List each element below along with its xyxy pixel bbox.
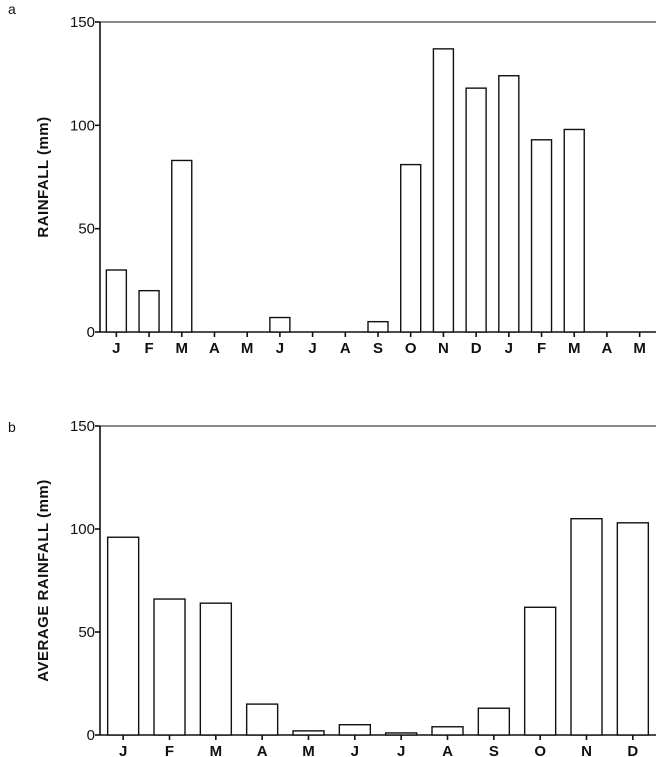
- x-tick-label: J: [505, 340, 513, 357]
- y-tick-label: 50: [78, 221, 95, 238]
- y-axis-label: AVERAGE RAINFALL (mm): [35, 479, 52, 681]
- x-tick-label: J: [119, 743, 127, 757]
- bar: [570, 518, 603, 736]
- y-tick-label: 150: [70, 418, 95, 435]
- x-tick-label: S: [489, 743, 499, 757]
- x-tick-label: J: [351, 743, 359, 757]
- x-tick-label: A: [209, 340, 220, 357]
- x-tick-label: D: [471, 340, 482, 357]
- x-tick-label: M: [568, 340, 581, 357]
- bar: [431, 726, 464, 736]
- x-tick-label: F: [537, 340, 546, 357]
- x-tick-label: A: [602, 340, 613, 357]
- y-tick-label: 100: [70, 521, 95, 538]
- bar: [153, 598, 186, 736]
- bar: [477, 707, 511, 736]
- bar: [105, 269, 128, 333]
- bar: [530, 139, 553, 333]
- y-axis-label: RAINFALL (mm): [35, 116, 52, 237]
- y-tick-label: 0: [87, 324, 95, 341]
- chart-panel-b: b 0 50 100 150 AVERAGE RAINFALL (mm) J F M A M J J A S…: [8, 418, 656, 757]
- x-tick-label: N: [438, 340, 449, 357]
- y-tick-label: 100: [70, 117, 95, 134]
- x-tick-label: A: [340, 340, 351, 357]
- panel-label: a: [8, 1, 16, 17]
- bar: [616, 522, 650, 736]
- bar: [138, 289, 160, 333]
- bar: [338, 724, 372, 736]
- x-tick-label: J: [112, 340, 120, 357]
- x-tick-label: S: [373, 340, 383, 357]
- bar: [432, 48, 455, 333]
- bar: [384, 732, 418, 736]
- x-tick-label: J: [308, 340, 316, 357]
- chart-panel-a: a 0 50 100 150 RAINFALL (mm) J F M A M J J A S O N D J F M A M: [8, 1, 656, 357]
- y-tick-label: 50: [78, 624, 95, 641]
- x-tick-label: O: [534, 743, 546, 757]
- x-tick-label: F: [144, 340, 153, 357]
- bar: [106, 536, 140, 736]
- x-tick-label: F: [165, 743, 174, 757]
- bar: [292, 730, 325, 736]
- bar: [171, 159, 193, 333]
- bar: [269, 316, 291, 333]
- x-tick-label: N: [581, 743, 592, 757]
- bar: [465, 87, 487, 333]
- x-tick-label: M: [241, 340, 254, 357]
- bar: [400, 163, 422, 333]
- x-tick-label: A: [257, 743, 268, 757]
- bar: [199, 602, 233, 736]
- bar: [498, 75, 520, 333]
- x-tick-label: J: [276, 340, 284, 357]
- x-tick-label: J: [397, 743, 405, 757]
- x-tick-label: M: [210, 743, 223, 757]
- x-tick-label: A: [442, 743, 453, 757]
- x-tick-label: O: [405, 340, 417, 357]
- bar: [245, 703, 279, 736]
- bar: [523, 606, 557, 736]
- x-tick-label: D: [627, 743, 638, 757]
- panel-label: b: [8, 419, 16, 435]
- x-tick-label: M: [633, 340, 646, 357]
- bar: [367, 320, 389, 333]
- x-tick-label: M: [302, 743, 315, 757]
- y-tick-label: 0: [87, 727, 95, 744]
- y-tick-label: 150: [70, 14, 95, 31]
- x-tick-label: M: [176, 340, 189, 357]
- bar: [563, 128, 585, 333]
